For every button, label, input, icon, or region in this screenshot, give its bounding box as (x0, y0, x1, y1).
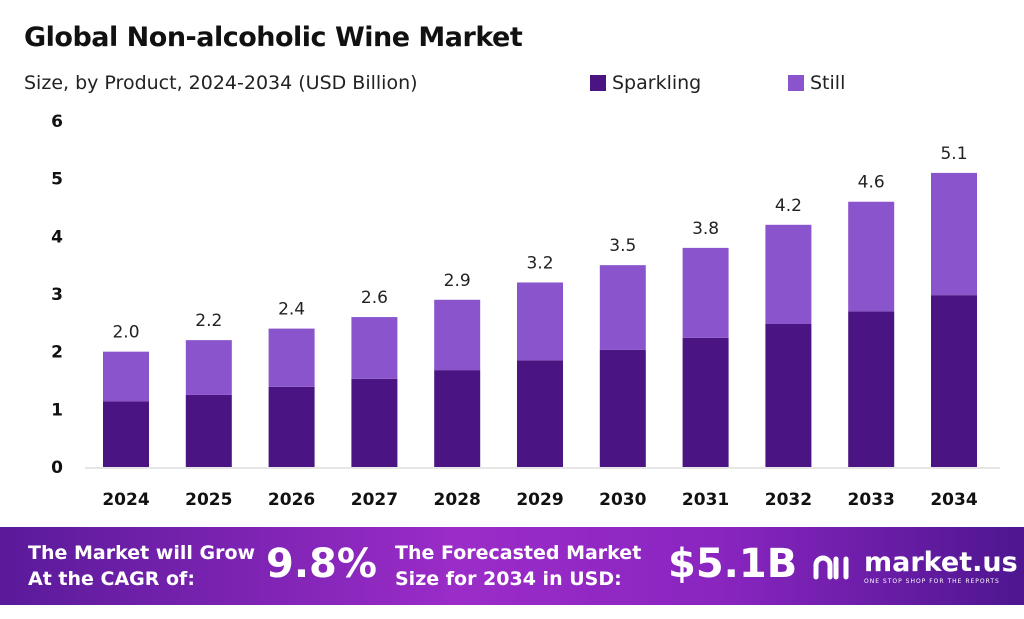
legend-still: Still (788, 72, 845, 94)
data-label: 3.2 (526, 253, 553, 273)
bar-still (351, 317, 398, 379)
y-tick-label: 2 (51, 343, 63, 363)
data-label: 5.1 (940, 144, 967, 164)
data-label: 4.6 (858, 173, 885, 193)
bar-still (931, 172, 977, 296)
y-tick-label: 6 (51, 112, 63, 132)
market-us-logo: market.us ONE STOP SHOP FOR THE REPORTS (812, 547, 1018, 585)
x-tick-label: 2030 (599, 490, 646, 510)
bar-still (682, 247, 729, 338)
logo-text: market.us (864, 547, 1018, 578)
forecast-label: The Forecasted Market Size for 2034 in U… (395, 540, 641, 592)
legend-label: Still (810, 72, 846, 94)
x-tick-label: 2025 (185, 490, 232, 510)
cagr-label: The Market will Grow At the CAGR of: (28, 540, 255, 592)
bar-still (103, 351, 149, 402)
legend-swatch (788, 75, 804, 91)
y-tick-label: 4 (51, 227, 63, 247)
x-tick-label: 2029 (516, 490, 563, 510)
y-tick-label: 1 (51, 400, 63, 420)
chart-subtitle: Size, by Product, 2024-2034 (USD Billion… (24, 72, 418, 94)
logo-tagline: ONE STOP SHOP FOR THE REPORTS (864, 578, 1000, 585)
bar-sparkling (103, 401, 149, 467)
legend-sparkling: Sparkling (590, 72, 701, 94)
bar-sparkling (351, 378, 398, 467)
bar-sparkling (765, 323, 812, 467)
bar-sparkling (599, 349, 646, 467)
bar-sparkling (848, 311, 895, 467)
chart-title: Global Non-alcoholic Wine Market (24, 22, 523, 53)
bar-still (848, 201, 895, 312)
bar-sparkling (268, 386, 315, 467)
bar-still (517, 282, 563, 361)
x-tick-label: 2028 (434, 490, 481, 510)
bar-still (185, 340, 232, 395)
bar-sparkling (517, 360, 563, 467)
data-label: 3.8 (692, 219, 719, 239)
y-tick-label: 3 (51, 285, 63, 305)
bar-still (268, 328, 315, 387)
bar-sparkling (185, 394, 232, 467)
data-label: 2.2 (195, 311, 222, 331)
x-tick-label: 2026 (268, 490, 315, 510)
bar-sparkling (931, 295, 977, 467)
cagr-value: 9.8% (266, 541, 377, 587)
x-tick-label: 2027 (351, 490, 398, 510)
data-label: 4.2 (775, 196, 802, 216)
data-label: 2.4 (278, 300, 305, 320)
bar-sparkling (434, 370, 481, 467)
data-label: 2.6 (361, 288, 388, 308)
bar-still (434, 299, 481, 371)
logo-mark-icon (813, 555, 849, 580)
y-tick-label: 5 (51, 170, 63, 190)
footer-banner: The Market will Grow At the CAGR of: 9.8… (0, 527, 1024, 605)
legend-swatch (590, 75, 606, 91)
bar-still (599, 265, 646, 350)
forecast-label-line: Size for 2034 in USD: (395, 568, 622, 590)
x-tick-label: 2024 (102, 490, 149, 510)
bar-still (765, 224, 812, 324)
cagr-label-line: At the CAGR of: (28, 568, 195, 590)
legend-label: Sparkling (612, 72, 702, 94)
bar-sparkling (682, 337, 729, 467)
y-tick-label: 0 (51, 458, 63, 478)
x-tick-label: 2033 (848, 490, 895, 510)
data-label: 2.0 (112, 323, 139, 343)
bar-chart: 0 1 2 3 4 5 6 2.0 2024 2.2 2025 2.4 2026 2.6 2027 2.9 20… (51, 112, 1000, 510)
x-tick-label: 2031 (682, 490, 729, 510)
data-label: 2.9 (444, 271, 471, 291)
x-tick-label: 2032 (765, 490, 812, 510)
forecast-label-line: The Forecasted Market (395, 542, 642, 564)
cagr-label-line: The Market will Grow (28, 542, 256, 564)
data-label: 3.5 (609, 236, 636, 256)
x-tick-label: 2034 (930, 490, 977, 510)
forecast-value: $5.1B (668, 541, 798, 587)
